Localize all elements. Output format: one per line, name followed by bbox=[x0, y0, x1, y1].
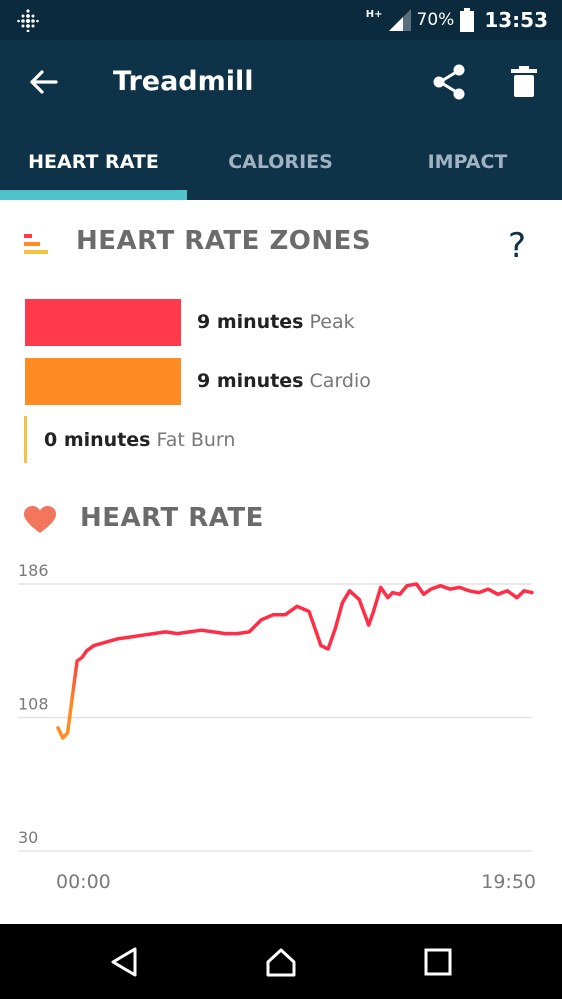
back-arrow-icon[interactable] bbox=[28, 62, 60, 102]
heart-rate-series-line bbox=[56, 582, 534, 740]
zone-bar-cardio bbox=[25, 358, 181, 405]
share-icon[interactable] bbox=[430, 62, 468, 102]
clock: 13:53 bbox=[484, 8, 548, 32]
zone-name: Cardio bbox=[309, 370, 371, 392]
zone-duration: 9 minutes bbox=[197, 311, 304, 333]
heart-rate-chart: 186 108 30 00:00 19:50 bbox=[18, 561, 536, 893]
zones-bars-icon bbox=[24, 234, 48, 254]
zone-duration: 0 minutes bbox=[44, 429, 151, 451]
zones-section-title: HEART RATE ZONES bbox=[76, 226, 372, 256]
zone-name: Fat Burn bbox=[156, 429, 236, 451]
zone-bar-fat-burn bbox=[24, 416, 27, 463]
tab-calories[interactable]: CALORIES bbox=[228, 151, 333, 173]
heart-rate-section-title: HEART RATE bbox=[80, 503, 264, 533]
fitbit-app-icon bbox=[17, 9, 39, 32]
status-bar: H+ 70% 13:53 bbox=[0, 0, 562, 40]
nav-back-icon[interactable] bbox=[109, 946, 141, 978]
tab-heart-rate[interactable]: HEART RATE bbox=[28, 151, 159, 173]
app-bar: Treadmill bbox=[0, 40, 562, 124]
heart-icon bbox=[24, 506, 56, 533]
battery-percent: 70% bbox=[416, 10, 455, 30]
tab-bar: HEART RATE CALORIES IMPACT bbox=[0, 124, 562, 200]
active-tab-indicator bbox=[0, 190, 187, 200]
zone-bar-peak bbox=[25, 299, 181, 346]
y-tick-label: 30 bbox=[18, 828, 38, 847]
zone-label-fat-burn: 0 minutes Fat Burn bbox=[44, 428, 235, 452]
signal-icon bbox=[388, 9, 411, 31]
system-nav-bar bbox=[0, 924, 562, 999]
nav-recents-icon[interactable] bbox=[422, 946, 454, 978]
zone-duration: 9 minutes bbox=[197, 370, 304, 392]
tab-impact[interactable]: IMPACT bbox=[427, 151, 508, 173]
x-tick-label: 19:50 bbox=[481, 871, 536, 893]
trash-icon[interactable] bbox=[506, 62, 542, 102]
page-title: Treadmill bbox=[113, 66, 254, 97]
zone-name: Peak bbox=[309, 311, 355, 333]
y-tick-label: 108 bbox=[18, 695, 49, 714]
nav-home-icon[interactable] bbox=[265, 946, 297, 978]
y-tick-label: 186 bbox=[18, 561, 49, 580]
battery-icon bbox=[460, 8, 475, 32]
help-icon[interactable]: ? bbox=[508, 226, 527, 266]
zone-label-peak: 9 minutes Peak bbox=[197, 310, 355, 334]
network-type-label: H+ bbox=[365, 8, 383, 20]
zone-label-cardio: 9 minutes Cardio bbox=[197, 369, 371, 393]
x-tick-label: 00:00 bbox=[56, 871, 111, 893]
